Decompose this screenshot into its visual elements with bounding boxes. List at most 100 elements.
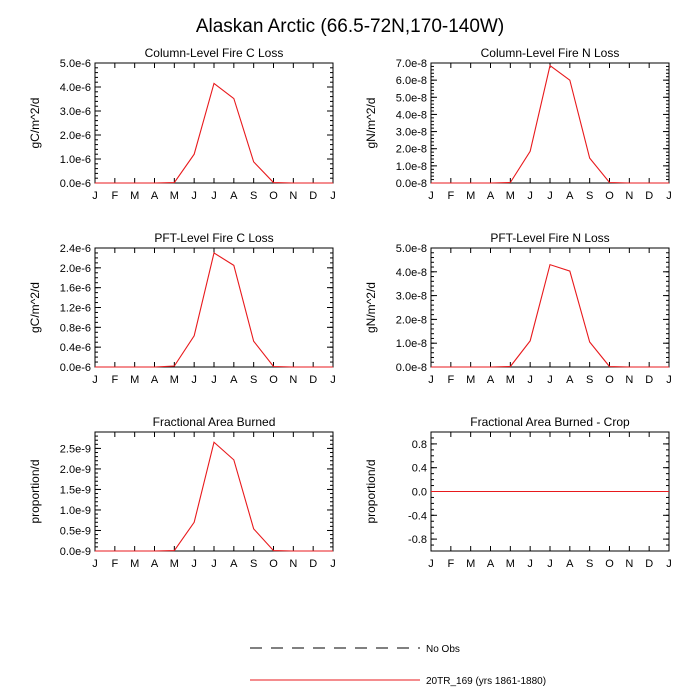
series-line [95, 82, 333, 184]
x-tick-label: F [111, 374, 118, 386]
x-tick-label: A [566, 190, 574, 202]
y-tick-label: 0.0 [412, 487, 427, 499]
x-tick-label: J [666, 190, 672, 202]
y-axis-label: gC/m^2/d [28, 98, 42, 149]
x-tick-label: N [625, 558, 633, 570]
legend-label: 20TR_169 (yrs 1861-1880) [426, 676, 546, 687]
x-tick-label: J [92, 190, 98, 202]
y-axis-label: gC/m^2/d [28, 282, 42, 333]
x-tick-label: D [309, 558, 317, 570]
x-tick-label: S [586, 558, 593, 570]
y-tick-label: 4.0e-8 [396, 109, 427, 121]
x-tick-label: M [466, 558, 475, 570]
x-tick-label: M [130, 374, 139, 386]
x-tick-label: J [428, 374, 434, 386]
legend-label: No Obs [426, 644, 460, 655]
y-tick-label: 0.8e-6 [60, 322, 91, 334]
x-tick-label: J [330, 190, 336, 202]
y-tick-label: 2.0e-8 [396, 314, 427, 326]
x-tick-label: S [586, 374, 593, 386]
panel-title: Column-Level Fire N Loss [481, 46, 620, 60]
x-tick-label: O [605, 374, 614, 386]
x-tick-label: J [330, 558, 336, 570]
x-tick-label: M [506, 558, 515, 570]
x-tick-label: J [191, 190, 197, 202]
x-tick-label: J [666, 558, 672, 570]
y-tick-label: 0.0e-9 [60, 546, 91, 558]
x-tick-label: J [191, 374, 197, 386]
panel-title: Column-Level Fire C Loss [145, 46, 284, 60]
y-tick-label: 1.5e-9 [60, 484, 91, 496]
x-tick-label: J [428, 190, 434, 202]
x-tick-label: D [645, 558, 653, 570]
x-tick-label: J [547, 558, 553, 570]
x-tick-label: M [506, 190, 515, 202]
x-tick-label: F [447, 190, 454, 202]
series-line [431, 263, 669, 368]
x-tick-label: F [447, 374, 454, 386]
x-tick-label: A [230, 190, 238, 202]
plot-frame [94, 247, 334, 368]
y-tick-label: 4.0e-8 [396, 267, 427, 279]
x-tick-label: J [211, 190, 217, 202]
x-tick-label: S [250, 190, 257, 202]
y-tick-label: 2.0e-6 [60, 130, 91, 142]
series-line [95, 252, 333, 368]
x-tick-label: O [269, 558, 278, 570]
x-tick-label: O [605, 190, 614, 202]
x-tick-label: M [466, 374, 475, 386]
x-tick-label: J [527, 374, 533, 386]
y-tick-label: 0.0e-8 [396, 362, 427, 374]
x-tick-label: A [151, 374, 159, 386]
y-tick-label: 5.0e-6 [60, 58, 91, 70]
x-tick-label: N [289, 558, 297, 570]
x-tick-label: M [130, 190, 139, 202]
x-tick-label: A [230, 374, 238, 386]
x-tick-label: S [250, 558, 257, 570]
x-tick-label: A [487, 190, 495, 202]
y-tick-label: 2.5e-9 [60, 443, 91, 455]
y-tick-label: 2.0e-9 [60, 464, 91, 476]
x-tick-label: N [625, 374, 633, 386]
y-tick-label: 4.0e-6 [60, 82, 91, 94]
x-tick-label: O [269, 190, 278, 202]
y-tick-label: 5.0e-8 [396, 92, 427, 104]
x-tick-label: M [170, 558, 179, 570]
figure-title: Alaskan Arctic (66.5-72N,170-140W) [196, 16, 504, 37]
x-tick-label: A [487, 558, 495, 570]
x-tick-label: J [330, 374, 336, 386]
x-tick-label: D [309, 190, 317, 202]
y-tick-label: 3.0e-8 [396, 291, 427, 303]
y-axis-label: gN/m^2/d [364, 282, 378, 333]
x-tick-label: A [566, 374, 574, 386]
x-tick-label: J [547, 190, 553, 202]
x-tick-label: A [230, 558, 238, 570]
y-tick-label: -0.8 [408, 534, 427, 546]
y-tick-label: 1.0e-6 [60, 154, 91, 166]
y-tick-label: 2.0e-8 [396, 144, 427, 156]
y-axis-label: proportion/d [28, 459, 42, 523]
panel-title: PFT-Level Fire C Loss [154, 231, 273, 245]
x-tick-label: N [625, 190, 633, 202]
x-tick-label: J [92, 558, 98, 570]
plot-frame [94, 431, 334, 552]
y-tick-label: 2.0e-6 [60, 263, 91, 275]
y-axis-label: gN/m^2/d [364, 98, 378, 149]
x-tick-label: J [211, 558, 217, 570]
y-tick-label: 6.0e-8 [396, 75, 427, 87]
y-tick-label: 0.5e-9 [60, 525, 91, 537]
y-tick-label: 0.0e-8 [396, 178, 427, 190]
y-tick-label: 2.4e-6 [60, 243, 91, 255]
x-tick-label: J [92, 374, 98, 386]
y-tick-label: 1.0e-8 [396, 161, 427, 173]
x-tick-label: M [170, 190, 179, 202]
legend: No Obs 20TR_169 (yrs 1861-1880) [250, 644, 546, 687]
x-tick-label: N [289, 190, 297, 202]
y-tick-label: 1.6e-6 [60, 283, 91, 295]
x-tick-label: D [645, 190, 653, 202]
plot-frame [94, 62, 334, 184]
x-tick-label: D [645, 374, 653, 386]
